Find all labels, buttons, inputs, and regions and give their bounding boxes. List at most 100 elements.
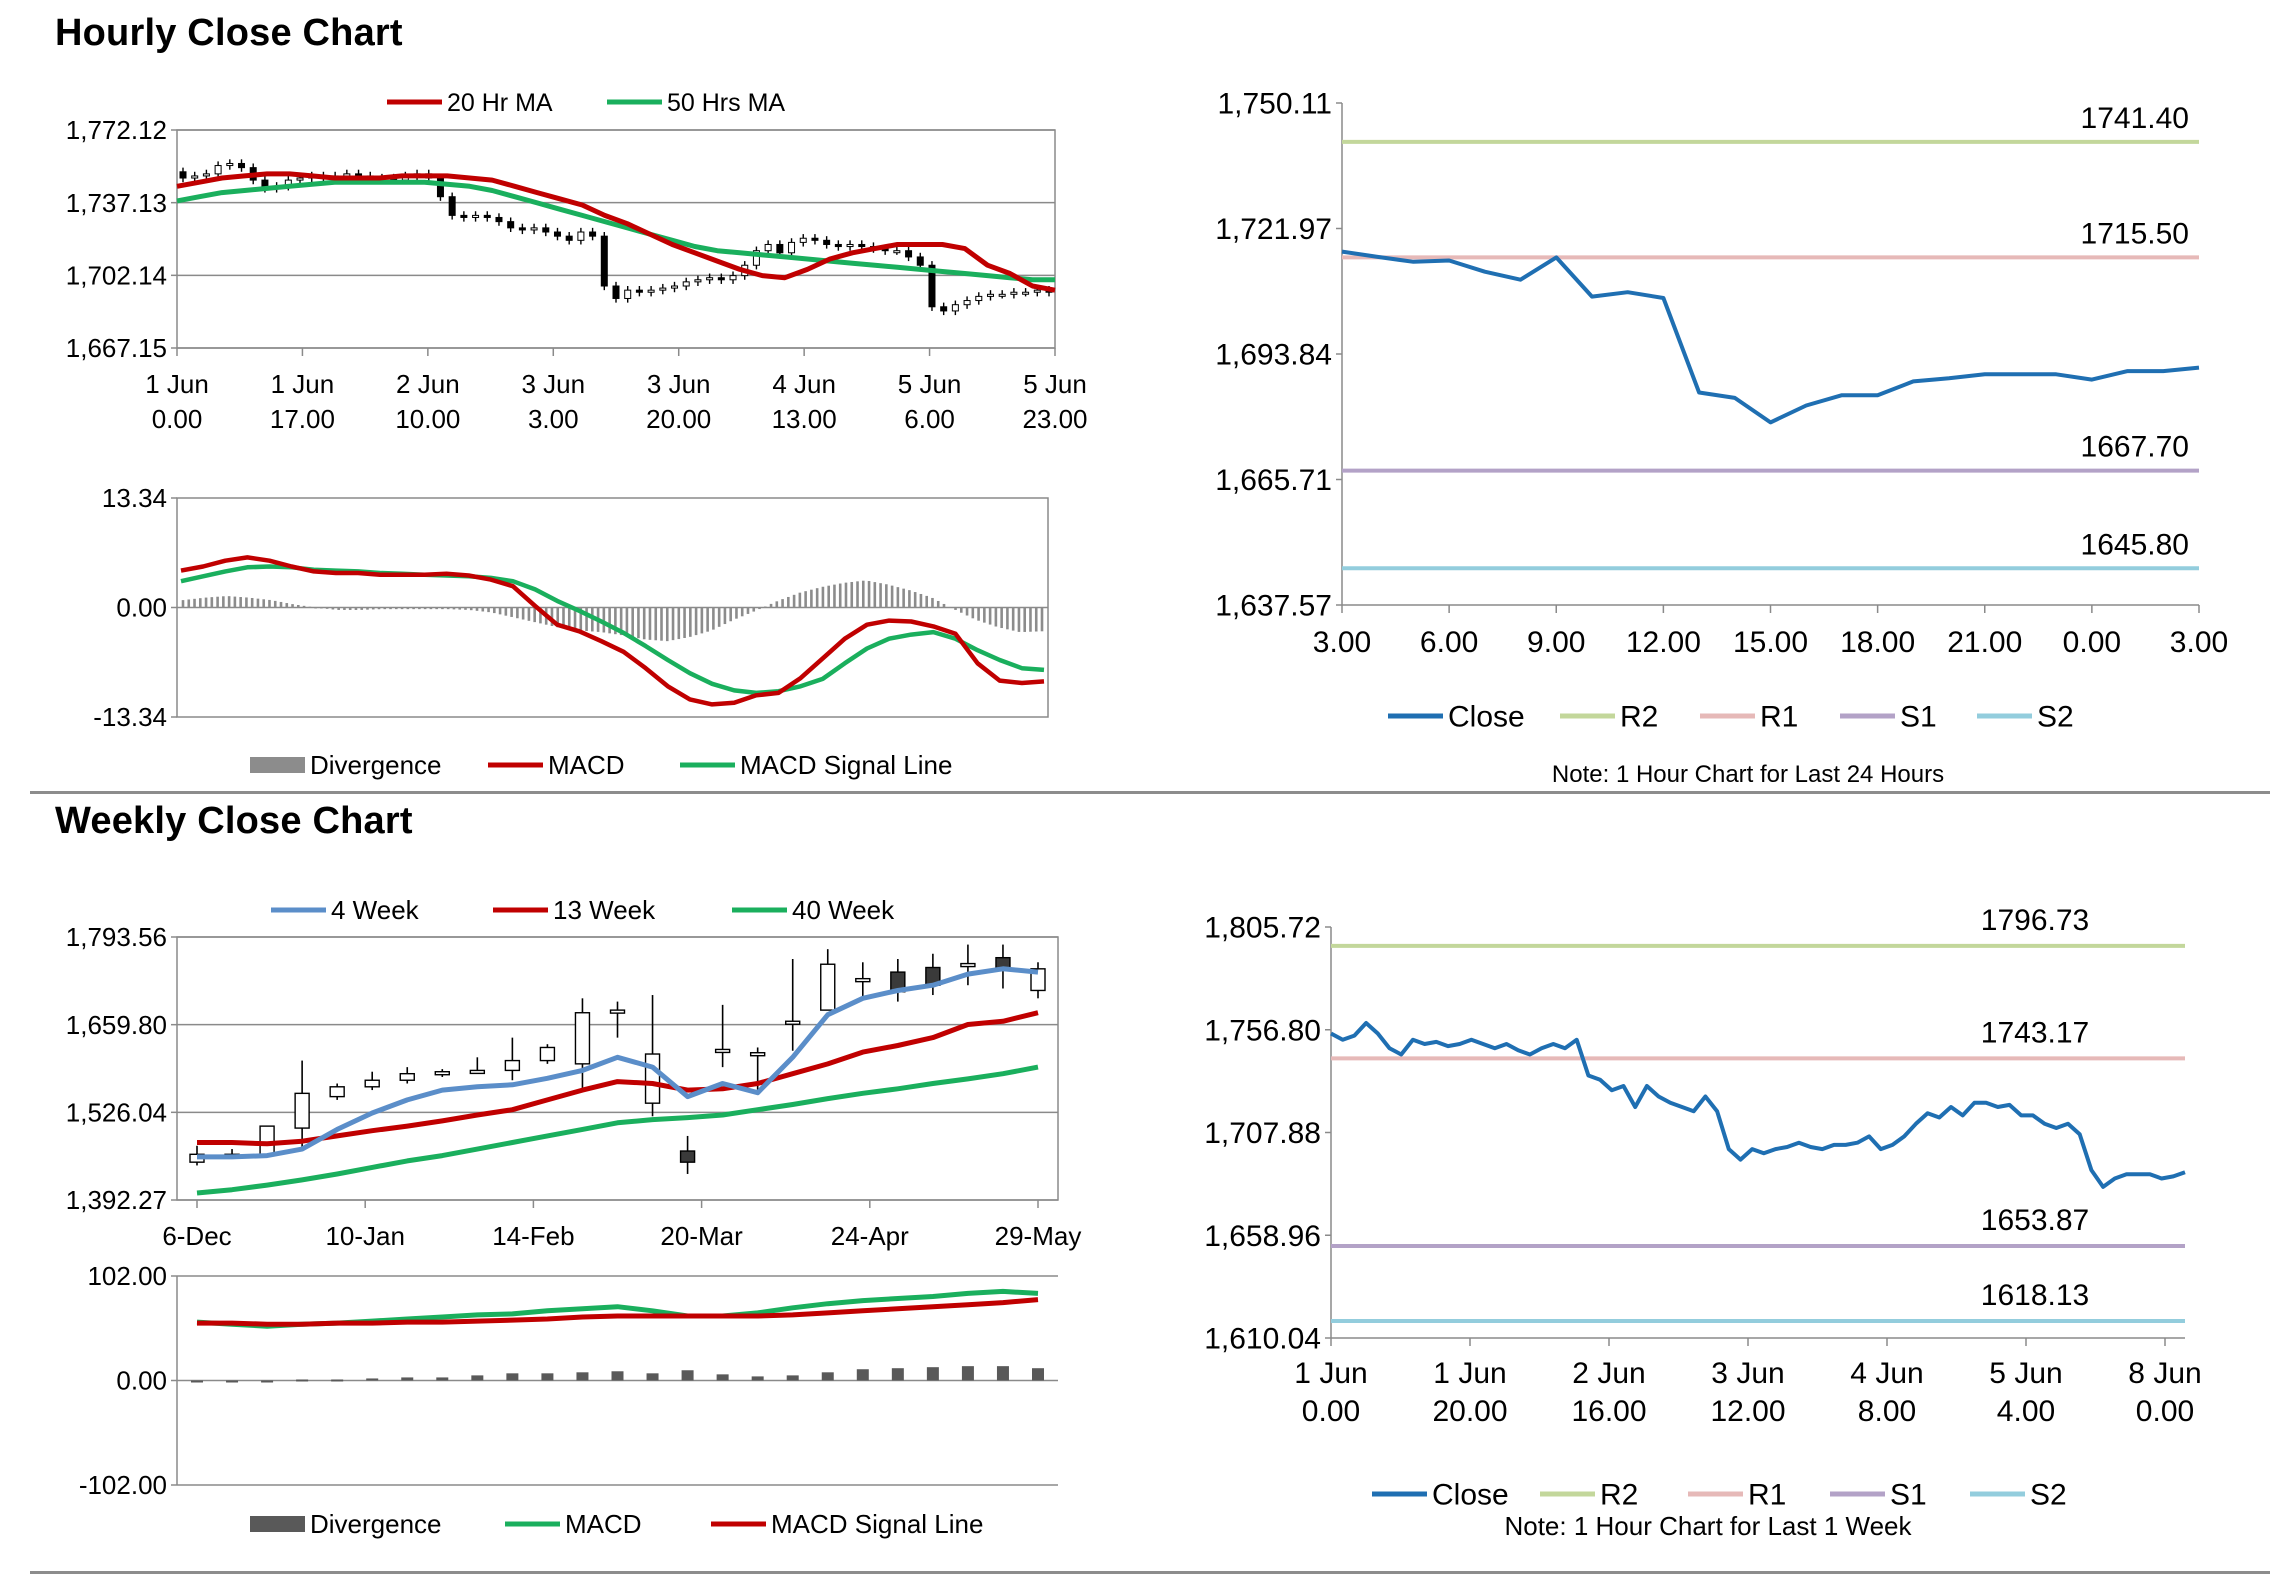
divergence-bar [516,607,519,619]
candle-body [960,962,976,968]
divergence-bar [994,607,998,627]
x-tick-label: 4 Jun [1850,1357,1923,1390]
divergence-bar [821,586,825,608]
x-tick-label: 5 Jun [1989,1357,2062,1390]
divergence-bar [602,607,606,633]
divergence-bar [654,607,658,641]
candle-body [434,1071,450,1076]
divergence-bar [873,582,877,608]
candle-body [893,250,901,254]
divergence-bar [752,607,756,612]
divergence-bar [996,1366,1009,1381]
divergence-bar [781,599,784,608]
divergence-bar [671,607,675,641]
y-tick-label: 0.00 [116,593,167,623]
divergence-bar [925,595,928,608]
divergence-bar [861,580,865,608]
divergence-bar [337,607,340,610]
divergence-bar [1029,607,1032,632]
divergence-bar [660,607,663,641]
divergence-bar [366,607,369,610]
divergence-bar [576,1372,589,1381]
x-tick-label: 4 Jun [772,369,836,399]
legend-divergence-swatch [250,757,305,773]
divergence-bar [642,607,646,640]
divergence-bar [926,1367,939,1381]
divergence-bar [665,607,669,642]
divergence-bar [239,597,242,608]
divergence-bar [198,598,202,608]
divergence-bar [1032,1368,1044,1381]
divergence-bar [400,607,404,610]
divergence-bar [296,1379,309,1382]
y-tick-label: 1,721.97 [1215,213,1332,246]
candle-body [469,1069,486,1075]
divergence-bar [250,597,254,608]
divergence-bar [227,596,231,608]
divergence-bar [763,606,767,608]
divergence-bar [314,607,317,609]
divergence-bar [746,607,750,614]
x-tick-label: 8.00 [1858,1395,1916,1428]
divergence-bar [971,607,975,619]
divergence-bar [735,607,738,619]
divergence-bar [331,1379,344,1382]
divergence-bar [712,607,715,630]
x-tick-label: 5 Jun [1023,369,1087,399]
candle-body [644,1053,661,1104]
plot-area [176,936,1059,1201]
y-tick-label: 1,750.11 [1217,88,1332,121]
divergence-bar [833,584,836,608]
legend-weekly-macd-label: MACD [565,1509,642,1539]
level-r1-label: 1715.50 [2081,217,2189,250]
divergence-bar [683,607,686,638]
legend-divergence-label: Divergence [310,750,442,780]
macd-signal-line [180,564,1045,696]
x-tick-label: 3.00 [528,404,579,434]
divergence-bar [487,607,490,613]
legend-4-week-label: 4 Week [331,895,420,925]
divergence-bar [360,607,364,610]
candle-body [998,293,1006,297]
divergence-bar [441,607,444,610]
legend-r2-label: R2 [1600,1479,1638,1512]
candle-body [202,173,210,177]
divergence-bar [285,603,289,608]
divergence-bar [193,598,196,608]
y-tick-label: 1,737.13 [66,188,167,218]
divergence-bar [412,607,415,610]
divergence-bar [988,607,992,625]
legend-weekly-divergence-swatch [250,1516,305,1532]
divergence-bar [954,607,957,610]
x-tick-label: 2 Jun [1572,1357,1645,1390]
divergence-bar [245,597,248,608]
legend-40-week-label: 40 Week [792,895,895,925]
candle-body [820,963,836,1011]
candle-body [1010,291,1018,295]
divergence-bar [521,607,525,620]
y-tick-label: 1,756.80 [1204,1014,1321,1047]
candle-body [507,221,515,229]
candle-body [749,1052,766,1057]
divergence-bar [469,607,473,611]
candle-body [577,231,585,241]
candle-body [679,1150,696,1163]
legend-close-label: Close [1432,1479,1509,1512]
level-s1-label: 1667.70 [2081,431,2189,464]
x-tick-label: 12.00 [1626,626,1701,659]
x-tick-label: 14-Feb [492,1221,574,1251]
divergence-bar [681,1370,694,1381]
y-tick-label: 1,693.84 [1215,339,1332,372]
divergence-bar [273,600,277,608]
weekly-note: Note: 1 Hour Chart for Last 1 Week [1504,1511,1912,1541]
divergence-bar [716,1374,729,1381]
level-r1-label: 1743.17 [1981,1016,2089,1049]
x-tick-label: 10.00 [395,404,460,434]
y-tick-label: 0.00 [116,1366,167,1396]
legend-macd-label: MACD [548,750,625,780]
divergence-bar [619,607,623,636]
divergence-bar [423,607,427,610]
candle-body [609,1009,626,1014]
legend-weekly-divergence-label: Divergence [310,1509,442,1539]
divergence-bar [931,597,934,608]
